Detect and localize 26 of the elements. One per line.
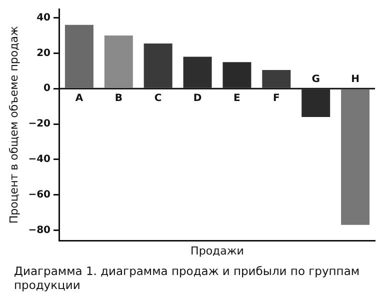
x-tick-label: A	[75, 93, 84, 104]
bar	[104, 36, 133, 88]
bar	[262, 70, 291, 88]
y-tick-label: 40	[36, 12, 51, 24]
x-tick-label: D	[193, 93, 202, 104]
y-tick-label: −60	[28, 189, 51, 200]
y-tick-label: 0	[44, 83, 51, 94]
bar	[341, 89, 370, 225]
bar	[144, 44, 172, 88]
y-tick-label: −20	[28, 118, 51, 130]
y-axis-title: Процент в общем объеме продаж	[7, 26, 20, 224]
x-tick-label: C	[154, 93, 162, 104]
bar	[64, 24, 94, 88]
x-tick-label: E	[234, 93, 241, 104]
x-tick-label: F	[272, 93, 280, 104]
y-tick-label: 20	[36, 48, 51, 59]
x-tick-label: B	[114, 93, 122, 104]
x-tick-label: G	[312, 74, 320, 86]
y-tick-label: −80	[28, 224, 51, 236]
x-axis-title: Продажи	[190, 244, 244, 258]
y-tick-label: −40	[28, 154, 51, 165]
text: Диаграмма 1. диаграмма продаж и прибыли по группам продукции	[13, 263, 361, 292]
x-tick-label: H	[351, 74, 360, 86]
bar	[222, 62, 252, 88]
bar	[302, 89, 330, 117]
bar	[183, 56, 212, 88]
